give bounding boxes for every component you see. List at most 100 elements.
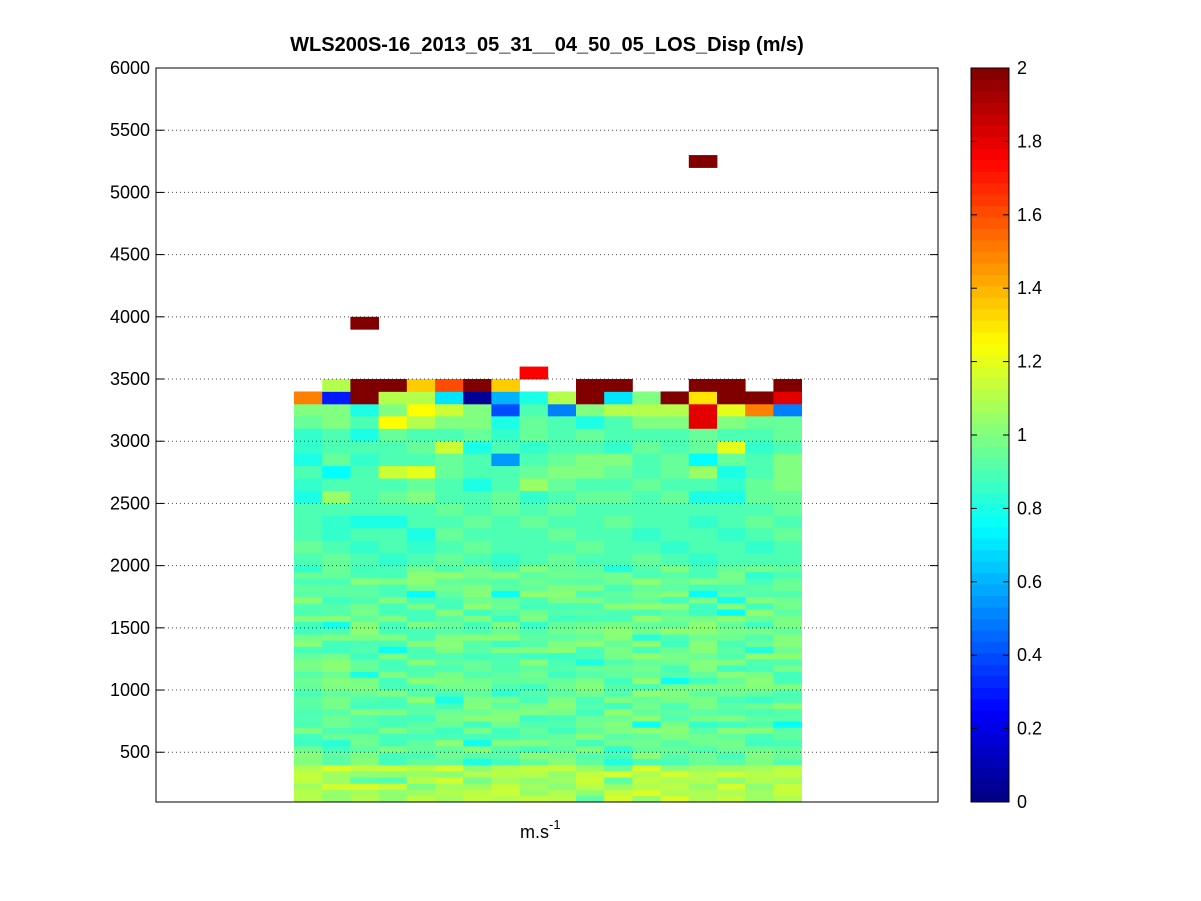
heatmap-cell — [294, 553, 323, 567]
heatmap-cell — [406, 671, 436, 678]
heatmap-cell — [717, 490, 746, 504]
heatmap-cell — [688, 714, 718, 722]
heatmap-cell — [491, 428, 520, 442]
heatmap-cell — [717, 746, 746, 753]
heatmap-cell — [576, 596, 605, 604]
heatmap-cell — [435, 783, 464, 790]
heatmap-cell — [632, 795, 661, 803]
heatmap-cell — [717, 466, 746, 479]
heatmap-cell — [322, 733, 351, 741]
colorbar-segment — [971, 125, 1009, 138]
heatmap-cell — [717, 602, 746, 610]
heatmap-cell — [632, 540, 661, 554]
heatmap-cell — [491, 783, 520, 790]
heatmap-cell — [576, 665, 605, 672]
heatmap-cell — [660, 683, 690, 691]
heatmap-cell — [632, 602, 661, 610]
heatmap-cell — [576, 391, 605, 405]
heatmap-cell — [350, 746, 379, 753]
heatmap-cell — [294, 590, 323, 598]
heatmap-cell — [406, 391, 436, 405]
heatmap-cell — [576, 528, 605, 542]
heatmap-cell — [294, 403, 323, 417]
colorbar-segment — [971, 733, 1009, 746]
heatmap-cell — [745, 515, 774, 529]
heatmap-cell — [745, 578, 774, 585]
heatmap-cell — [378, 702, 408, 710]
heatmap-cell — [717, 739, 746, 747]
heatmap-cell — [378, 515, 408, 529]
heatmap-cell — [322, 615, 351, 623]
heatmap-cell — [378, 721, 408, 728]
heatmap-cell — [604, 466, 633, 479]
colorbar-segment — [971, 308, 1009, 321]
heatmap-cell — [604, 652, 633, 660]
heatmap-cell — [378, 615, 408, 623]
colorbar-segment — [971, 687, 1009, 700]
heatmap-cell — [463, 615, 492, 623]
heatmap-cell — [773, 696, 802, 703]
heatmap-cell — [773, 727, 802, 734]
heatmap-cell — [547, 640, 577, 647]
heatmap-cell — [773, 528, 802, 542]
heatmap-cell — [322, 490, 351, 504]
heatmap-cell — [406, 578, 436, 585]
heatmap-cell — [519, 708, 549, 716]
heatmap-cell — [717, 727, 746, 734]
heatmap-cell — [463, 690, 492, 697]
heatmap-cell — [632, 621, 661, 629]
colorbar-segment — [971, 102, 1009, 115]
heatmap-cell — [350, 478, 379, 492]
heatmap-cell — [350, 578, 379, 585]
colorbar-segment — [971, 641, 1009, 654]
heatmap-cell — [604, 733, 633, 741]
heatmap-cell — [604, 783, 633, 790]
heatmap-cell — [435, 671, 464, 678]
heatmap-cell — [604, 640, 633, 647]
heatmap-cell — [632, 416, 661, 430]
heatmap-cell — [576, 795, 605, 803]
heatmap-cell — [632, 528, 661, 542]
heatmap-cell — [519, 615, 549, 623]
heatmap-cell — [547, 503, 577, 517]
heatmap-cell — [519, 590, 549, 598]
heatmap-cell — [688, 783, 718, 790]
colorbar-tick-label: 1.8 — [1017, 131, 1042, 151]
heatmap-cell — [688, 777, 718, 784]
heatmap-cell — [491, 490, 520, 504]
heatmap-cell — [519, 596, 549, 604]
colorbar-tick-label: 0.2 — [1017, 719, 1042, 739]
colorbar-segment — [971, 721, 1009, 734]
heatmap-cell — [688, 553, 718, 567]
heatmap-cell — [406, 584, 436, 591]
colorbar-tick-label: 1.2 — [1017, 352, 1042, 372]
heatmap-cell — [463, 515, 492, 529]
heatmap-cell — [660, 584, 690, 591]
heatmap-cell — [717, 733, 746, 741]
heatmap-cell — [491, 615, 520, 623]
heatmap-cell — [294, 683, 323, 691]
colorbar-segment — [971, 446, 1009, 459]
heatmap-cell — [491, 478, 520, 492]
heatmap-cell — [350, 503, 379, 517]
heatmap-cell — [406, 677, 436, 685]
heatmap-cell — [632, 403, 661, 417]
heatmap-cell — [773, 627, 802, 635]
colorbar-tick-label: 1.4 — [1017, 278, 1042, 298]
heatmap-cell — [350, 795, 379, 803]
heatmap-cell — [745, 503, 774, 517]
heatmap-cell — [632, 789, 661, 797]
heatmap-cell — [576, 721, 605, 728]
heatmap-cell — [660, 658, 690, 666]
heatmap-cell — [547, 696, 577, 703]
heatmap-cell — [406, 752, 436, 759]
heatmap-cell — [547, 727, 577, 734]
heatmap-cell — [547, 391, 577, 405]
heatmap-cell — [463, 578, 492, 585]
heatmap-cell — [378, 690, 408, 697]
heatmap-cell — [688, 764, 718, 772]
heatmap-cell — [435, 752, 464, 759]
heatmap-cell — [463, 702, 492, 710]
heatmap-cell — [463, 565, 492, 573]
